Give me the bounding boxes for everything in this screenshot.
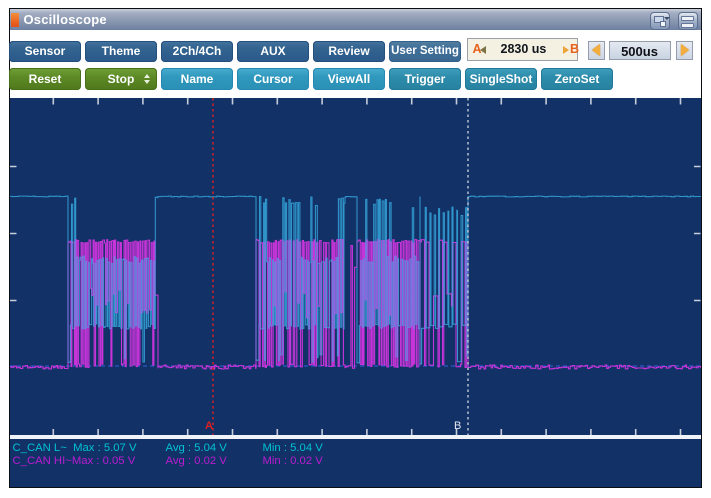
svg-text:A: A <box>205 420 213 432</box>
svg-text:B: B <box>454 420 461 432</box>
